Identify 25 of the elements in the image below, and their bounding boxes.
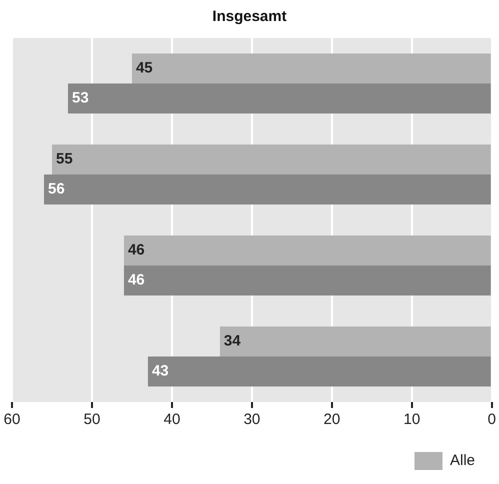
x-tick-label: 40 bbox=[164, 411, 180, 428]
data-label: 46 bbox=[128, 272, 145, 289]
bar bbox=[220, 326, 491, 356]
data-label: 56 bbox=[48, 180, 65, 198]
bar bbox=[124, 235, 491, 266]
x-tick-label: 50 bbox=[84, 411, 100, 428]
data-label: 34 bbox=[224, 332, 242, 350]
data-label: 53 bbox=[72, 90, 89, 107]
bar bbox=[124, 266, 491, 296]
bar bbox=[68, 84, 491, 114]
x-tick-label: 20 bbox=[324, 411, 340, 428]
data-label: 43 bbox=[152, 362, 169, 380]
bar bbox=[52, 144, 491, 174]
x-tick-label: 30 bbox=[244, 411, 260, 428]
bar bbox=[132, 53, 491, 84]
x-tick-label: 0 bbox=[488, 411, 496, 428]
data-label: 45 bbox=[136, 60, 153, 77]
bar bbox=[44, 174, 491, 205]
chart-title: Insgesamt bbox=[212, 8, 287, 26]
x-tick-label: 10 bbox=[404, 411, 420, 428]
x-tick-label: 60 bbox=[4, 411, 20, 428]
bar bbox=[148, 356, 491, 387]
data-label: 55 bbox=[56, 150, 73, 168]
data-label: 46 bbox=[128, 242, 145, 259]
legend-label: Alle bbox=[450, 452, 476, 470]
